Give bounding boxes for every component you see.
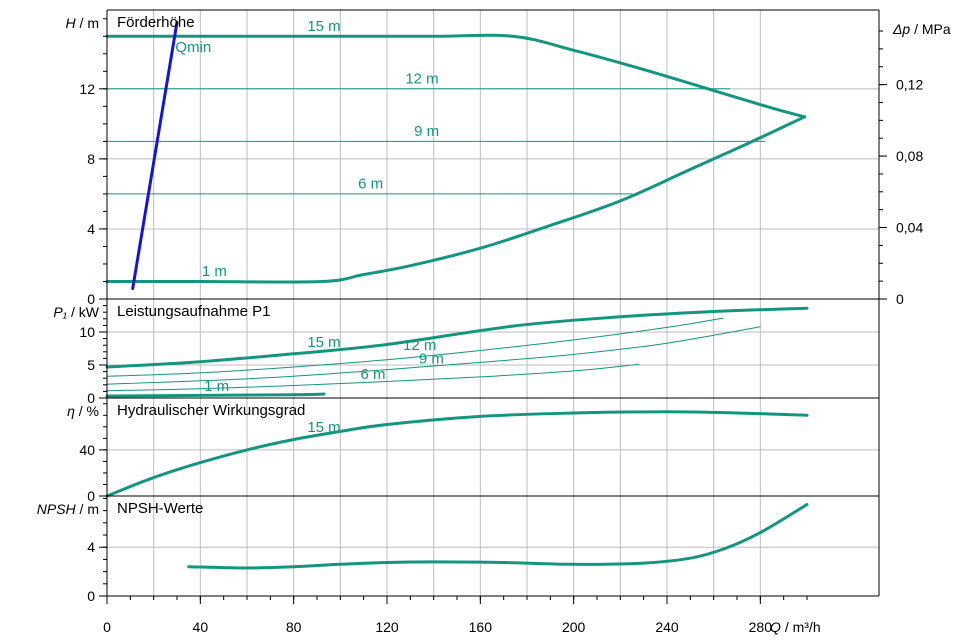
power-y-tick-label: 0 (87, 390, 95, 406)
head-curve-label: 12 m (405, 70, 438, 87)
npsh-y-tick-label: 0 (87, 588, 95, 604)
head-curve-Qmin (131, 20, 179, 290)
head-curve-label: 15 m (307, 18, 340, 35)
npsh-panel-title: NPSH-Werte (117, 500, 203, 517)
power-curve-label: 6 m (360, 366, 385, 383)
power-curve-label: 15 m (307, 334, 340, 351)
x-tick-label: 160 (469, 619, 493, 635)
power-curve-9m (106, 326, 761, 385)
npsh-y-tick-label: 4 (87, 539, 95, 555)
frame-layer (99, 9, 887, 604)
x-tick-label: 280 (749, 619, 773, 635)
npsh-y-axis-label: NPSH / m (37, 501, 99, 517)
right-tick-label: 0,12 (896, 77, 923, 93)
series-layer (105, 20, 809, 570)
right-axis-label: Δp / MPa (892, 21, 951, 37)
power-y-tick-label: 5 (87, 357, 95, 373)
head-panel-title: Förderhöhe (117, 14, 195, 31)
head-y-tick-label: 8 (87, 151, 95, 167)
power-curve-label: 12 m (403, 337, 436, 354)
x-tick-label: 120 (375, 619, 399, 635)
x-tick-label: 0 (103, 619, 111, 635)
power-curve-label: 9 m (419, 350, 444, 367)
x-tick-label: 40 (193, 619, 209, 635)
head-y-tick-label: 0 (87, 291, 95, 307)
x-axis-label: Q / m³/h (770, 619, 821, 635)
eff-y-tick-label: 0 (87, 488, 95, 504)
x-tick-label: 80 (286, 619, 302, 635)
power-curve-15m (105, 306, 809, 369)
head-curve-label: 9 m (414, 123, 439, 140)
eff-panel-title: Hydraulischer Wirkungsgrad (117, 402, 305, 419)
x-tick-label: 200 (562, 619, 586, 635)
power-curve-6m (106, 363, 640, 392)
head-y-tick-label: 12 (79, 81, 95, 97)
head-curve-label: 1 m (202, 263, 227, 280)
head-y-axis-label: H / m (66, 15, 99, 31)
right-tick-label: 0,04 (896, 220, 923, 236)
eff-y-axis-label: η / % (67, 403, 99, 419)
power-curve-label: 1 m (204, 378, 229, 395)
head-curve-1m (105, 115, 807, 284)
eff-curve-15m (105, 410, 809, 498)
eff-curve-label: 15 m (307, 419, 340, 436)
head-curve-label: 6 m (358, 175, 383, 192)
right-tick-label: 0,08 (896, 148, 923, 164)
text-layer: 0 4 8 12 H / m Förderhöhe 0 0,04 0,08 0,12 Δp / MP… (37, 14, 951, 635)
x-tick-label: 240 (655, 619, 679, 635)
head-y-tick-label: 4 (87, 221, 95, 237)
power-curve-1m (105, 392, 326, 398)
head-curve-15m (105, 33, 807, 119)
power-curve-12m (106, 317, 724, 377)
eff-y-tick-label: 40 (79, 442, 95, 458)
right-tick-label: 0 (896, 291, 904, 307)
head-curve-label: Qmin (175, 39, 211, 56)
npsh-curve-NPSH (187, 503, 809, 570)
power-y-axis-label: P₁ / kW (53, 304, 99, 320)
power-panel-title: Leistungsaufnahme P1 (117, 303, 270, 320)
power-y-tick-label: 10 (79, 324, 95, 340)
